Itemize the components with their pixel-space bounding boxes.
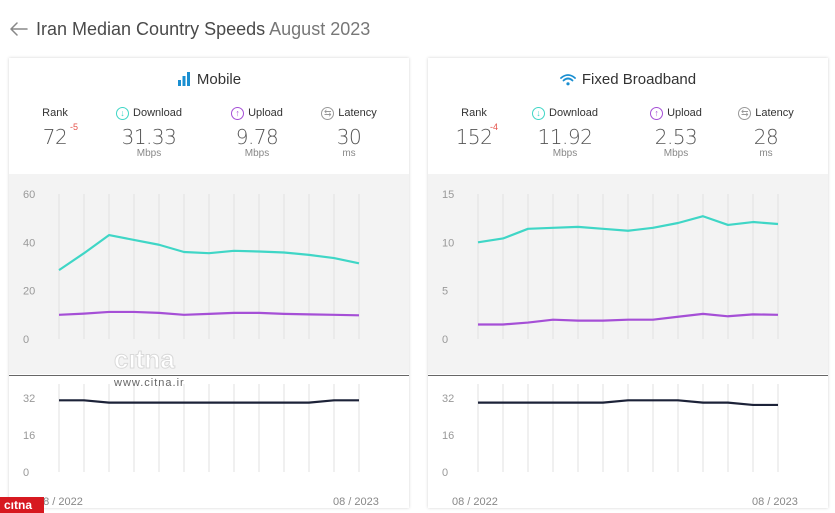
y-tick-label: 32 <box>23 393 35 405</box>
upload-metric: ↑ Upload 2.53 Mbps <box>631 106 721 159</box>
latency-series-line <box>59 399 359 404</box>
latency-chart-svg: 08 / 2022 08 / 2023 0 16 32 <box>23 384 379 508</box>
upload-value: 9.78 <box>235 125 279 149</box>
arrow-left-icon <box>10 22 28 36</box>
download-unit: Mbps <box>552 148 578 159</box>
rank-label: Rank <box>42 107 68 119</box>
svg-text:cıtna: cıtna <box>4 498 32 512</box>
upload-value: 2.53 <box>654 125 698 149</box>
upload-icon: ↑ <box>231 106 245 120</box>
page-header: Iran Median Country Speeds August 2023 <box>8 14 370 44</box>
card-title-label: Fixed Broadband <box>581 70 697 88</box>
latency-label: Latency <box>338 107 377 119</box>
download-metric: ↓ Download 11.92 Mbps <box>520 106 610 159</box>
y-tick-label: 15 <box>442 189 454 201</box>
page-title-date: August 2023 <box>269 18 371 39</box>
latency-unit: ms <box>342 148 356 159</box>
upload-label: Upload <box>248 107 283 119</box>
citna-corner-logo: cıtna <box>0 497 44 513</box>
latency-value: 28 <box>753 125 779 149</box>
upload-metric: ↑ Upload 9.78 Mbps <box>212 106 302 159</box>
download-metric: ↓ Download 31.33 Mbps <box>104 106 194 159</box>
y-tick-label: 0 <box>442 334 448 346</box>
y-tick-label: 10 <box>442 237 454 249</box>
latency-series-line <box>478 399 778 407</box>
signal-bars-icon <box>177 72 190 86</box>
latency-unit: ms <box>759 148 773 159</box>
y-tick-label: 16 <box>23 430 35 442</box>
rank-delta: -4 <box>490 122 499 132</box>
upload-icon: ↑ <box>650 106 664 120</box>
download-series-line <box>58 233 360 272</box>
card-title: Mobile <box>9 68 409 90</box>
x-end-label: 08 / 2023 <box>752 496 798 508</box>
y-tick-label: 0 <box>23 334 29 346</box>
y-tick-label: 40 <box>23 237 35 249</box>
latency-icon: ⇆ <box>321 106 335 120</box>
svg-text:www.citna.ir: www.citna.ir <box>113 377 185 389</box>
y-tick-label: 32 <box>442 393 454 405</box>
y-tick-label: 20 <box>23 286 35 298</box>
latency-metric: ⇆ Latency 30 ms <box>309 106 389 159</box>
download-unit: Mbps <box>136 148 162 159</box>
upload-series-line <box>478 312 779 326</box>
page-title: Iran Median Country Speeds August 2023 <box>36 19 370 40</box>
latency-icon: ⇆ <box>738 106 752 120</box>
y-tick-label: 60 <box>23 189 35 201</box>
wifi-icon <box>559 73 576 85</box>
download-value: 31.33 <box>121 125 177 149</box>
download-series-line <box>477 215 779 244</box>
card-title-label: Mobile <box>196 70 242 88</box>
speed-chart: 0 20 40 60 <box>9 174 409 374</box>
svg-text:cıtna: cıtna <box>114 344 175 374</box>
rank-metric: Rank 72 <box>33 106 77 148</box>
citna-logo: cıtna <box>4 498 32 512</box>
page-title-main: Iran Median Country Speeds <box>36 18 266 39</box>
y-tick-label: 0 <box>23 467 29 479</box>
latency-chart: 08 / 2022 08 / 2023 0 16 32 <box>428 376 828 508</box>
latency-chart: 08 / 2022 08 / 2023 0 16 32 <box>9 376 409 508</box>
rank-value: 152 <box>455 125 493 149</box>
y-tick-label: 16 <box>442 430 454 442</box>
x-start-label: 08 / 2022 <box>37 496 83 508</box>
rank-delta: -5 <box>70 122 79 132</box>
download-label: Download <box>549 107 598 119</box>
upload-series-line <box>58 310 360 317</box>
citna-watermark-logo: cıtna www.citna.ir <box>113 344 185 390</box>
rank-value: 72 <box>42 125 68 149</box>
speed-chart-svg: 0 5 10 15 <box>442 189 779 346</box>
x-end-label: 08 / 2023 <box>333 496 379 508</box>
upload-unit: Mbps <box>663 148 689 159</box>
speed-chart-svg: 0 20 40 60 <box>23 189 360 346</box>
download-icon: ↓ <box>116 106 130 120</box>
chart-divider <box>428 375 828 376</box>
chart-divider <box>9 375 409 376</box>
fixed-broadband-card: Fixed Broadband Rank 152 -4 ↓ Download 1… <box>428 58 828 508</box>
speed-chart: 0 5 10 15 <box>428 174 828 374</box>
back-button[interactable] <box>8 18 30 40</box>
upload-label: Upload <box>667 107 702 119</box>
card-title: Fixed Broadband <box>428 68 828 90</box>
citna-watermark: cıtna www.citna.ir <box>112 344 212 395</box>
rank-label: Rank <box>461 107 487 119</box>
latency-label: Latency <box>755 107 794 119</box>
download-label: Download <box>133 107 182 119</box>
latency-chart-svg: 08 / 2022 08 / 2023 0 16 32 <box>442 384 798 508</box>
rank-metric: Rank 152 <box>452 106 496 148</box>
y-tick-label: 0 <box>442 467 448 479</box>
latency-metric: ⇆ Latency 28 ms <box>726 106 806 159</box>
y-tick-label: 5 <box>442 286 448 298</box>
latency-value: 30 <box>336 125 362 149</box>
x-start-label: 08 / 2022 <box>452 496 498 508</box>
upload-unit: Mbps <box>244 148 270 159</box>
download-icon: ↓ <box>532 106 546 120</box>
download-value: 11.92 <box>537 125 593 149</box>
mobile-card: Mobile Rank 72 -5 ↓ Download 31.33 Mbps … <box>9 58 409 508</box>
